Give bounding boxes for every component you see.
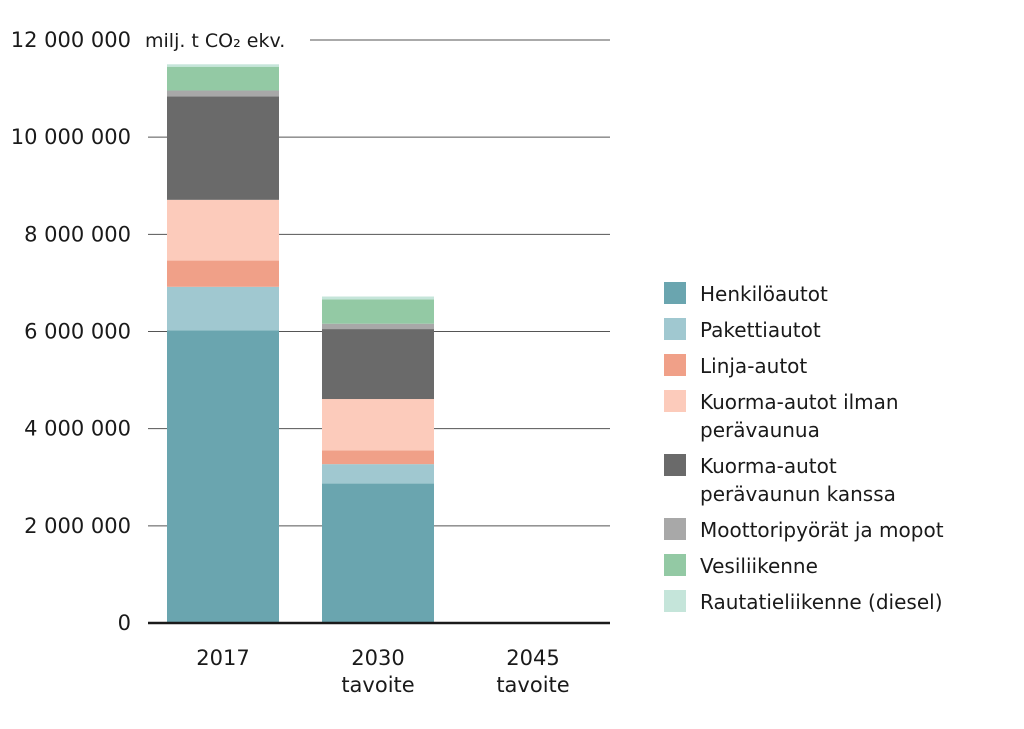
legend-swatch <box>664 354 686 376</box>
y-tick-label: 8 000 000 <box>24 222 131 246</box>
legend-item: Kuorma-autot ilman perävaunua <box>664 388 1014 444</box>
legend-swatch <box>664 518 686 540</box>
legend-swatch <box>664 390 686 412</box>
bar-segment <box>167 199 279 261</box>
bar-segment <box>167 66 279 91</box>
x-category-label: 2030 <box>351 646 404 670</box>
legend-label: Moottoripyörät ja mopot <box>700 518 944 542</box>
legend-label: Rautatieliikenne (diesel) <box>700 590 943 614</box>
y-tick-label: 2 000 000 <box>24 514 131 538</box>
bar-segment <box>322 450 434 465</box>
legend-swatch <box>664 318 686 340</box>
legend-swatch <box>664 554 686 576</box>
legend-label: Vesiliikenne <box>700 554 818 578</box>
legend-item: Kuorma-autot perävaunun kanssa <box>664 452 1014 508</box>
x-category-label: 2045 <box>506 646 559 670</box>
legend-label: Henkilöautot <box>700 282 828 306</box>
legend-item: Vesiliikenne <box>664 552 1014 580</box>
y-axis-ticks: 0 2 000 000 4 000 000 6 000 000 8 000 000 10 … <box>11 28 131 635</box>
legend-item: Moottoripyörät ja mopot <box>664 516 1014 544</box>
bar-segment <box>322 323 434 330</box>
y-tick-label: 10 000 000 <box>11 125 131 149</box>
bar-segment <box>167 96 279 200</box>
bar-segment <box>322 483 434 623</box>
bar-segment <box>322 464 434 484</box>
x-axis-labels: 2017 2030 tavoite 2045 tavoite <box>196 646 569 697</box>
legend-swatch <box>664 590 686 612</box>
bar-segment <box>167 90 279 97</box>
legend-label: Pakettiautot <box>700 318 821 342</box>
bar-segment <box>167 286 279 331</box>
x-category-label: 2017 <box>196 646 249 670</box>
bar-segment <box>167 260 279 287</box>
bar-segment <box>322 299 434 324</box>
legend-label: Kuorma-autot ilman perävaunua <box>700 390 899 442</box>
x-category-sublabel: tavoite <box>496 673 569 697</box>
legend-label: Linja-autot <box>700 354 808 378</box>
legend-item: Henkilöautot <box>664 280 1014 308</box>
bar-segment <box>322 329 434 400</box>
bar-segment <box>322 399 434 451</box>
y-tick-label: 4 000 000 <box>24 417 131 441</box>
legend-label: Kuorma-autot perävaunun kanssa <box>700 454 896 506</box>
bar-segment <box>167 330 279 623</box>
y-tick-label: 12 000 000 <box>11 28 131 52</box>
legend-item: Pakettiautot <box>664 316 1014 344</box>
y-tick-label: 0 <box>118 611 131 635</box>
x-category-sublabel: tavoite <box>341 673 414 697</box>
legend: Henkilöautot Pakettiautot Linja-autot Kuorm… <box>664 280 1014 624</box>
y-tick-label: 6 000 000 <box>24 320 131 344</box>
legend-swatch <box>664 454 686 476</box>
legend-item: Rautatieliikenne (diesel) <box>664 588 1014 616</box>
unit-label: milj. t CO₂ ekv. <box>145 30 285 52</box>
legend-swatch <box>664 282 686 304</box>
bars <box>167 64 434 623</box>
legend-item: Linja-autot <box>664 352 1014 380</box>
bar-segment <box>167 64 279 67</box>
bar-segment <box>322 296 434 300</box>
